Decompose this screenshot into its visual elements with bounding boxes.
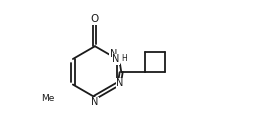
Text: Me: Me bbox=[42, 94, 55, 103]
Text: N: N bbox=[116, 79, 124, 88]
Text: O: O bbox=[91, 14, 99, 24]
Text: N: N bbox=[110, 49, 117, 59]
Text: H: H bbox=[121, 54, 127, 63]
Text: N: N bbox=[91, 97, 99, 107]
Text: N: N bbox=[112, 54, 120, 64]
